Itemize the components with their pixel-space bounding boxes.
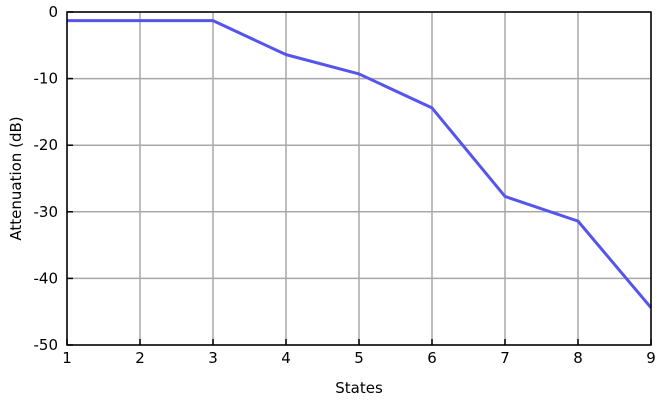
y-tick-labels: 0 -10 -20 -30 -40 -50 [34,3,59,354]
y-axis-label: Attenuation (dB) [7,116,25,240]
y-tick-label: -20 [34,136,59,154]
grid [66,11,652,346]
y-tick-label: -30 [34,203,59,221]
x-tick-label: 9 [646,349,656,367]
y-tick-label: -40 [34,269,59,287]
x-tick-label: 8 [573,349,583,367]
ticks [66,11,652,346]
x-tick-labels: 1 2 3 4 5 6 7 8 9 [62,349,656,367]
x-tick-label: 7 [500,349,510,367]
y-tick-label: 0 [48,3,58,21]
x-tick-label: 6 [427,349,437,367]
y-tick-label: -50 [34,336,59,354]
x-tick-label: 3 [208,349,218,367]
series-line [67,19,653,309]
x-tick-label: 5 [354,349,364,367]
x-axis-label: States [335,379,383,397]
x-tick-label: 2 [135,349,145,367]
y-tick-label: -10 [34,70,59,88]
series-layer [67,19,653,309]
x-tick-label: 4 [281,349,291,367]
x-tick-label: 1 [62,349,72,367]
